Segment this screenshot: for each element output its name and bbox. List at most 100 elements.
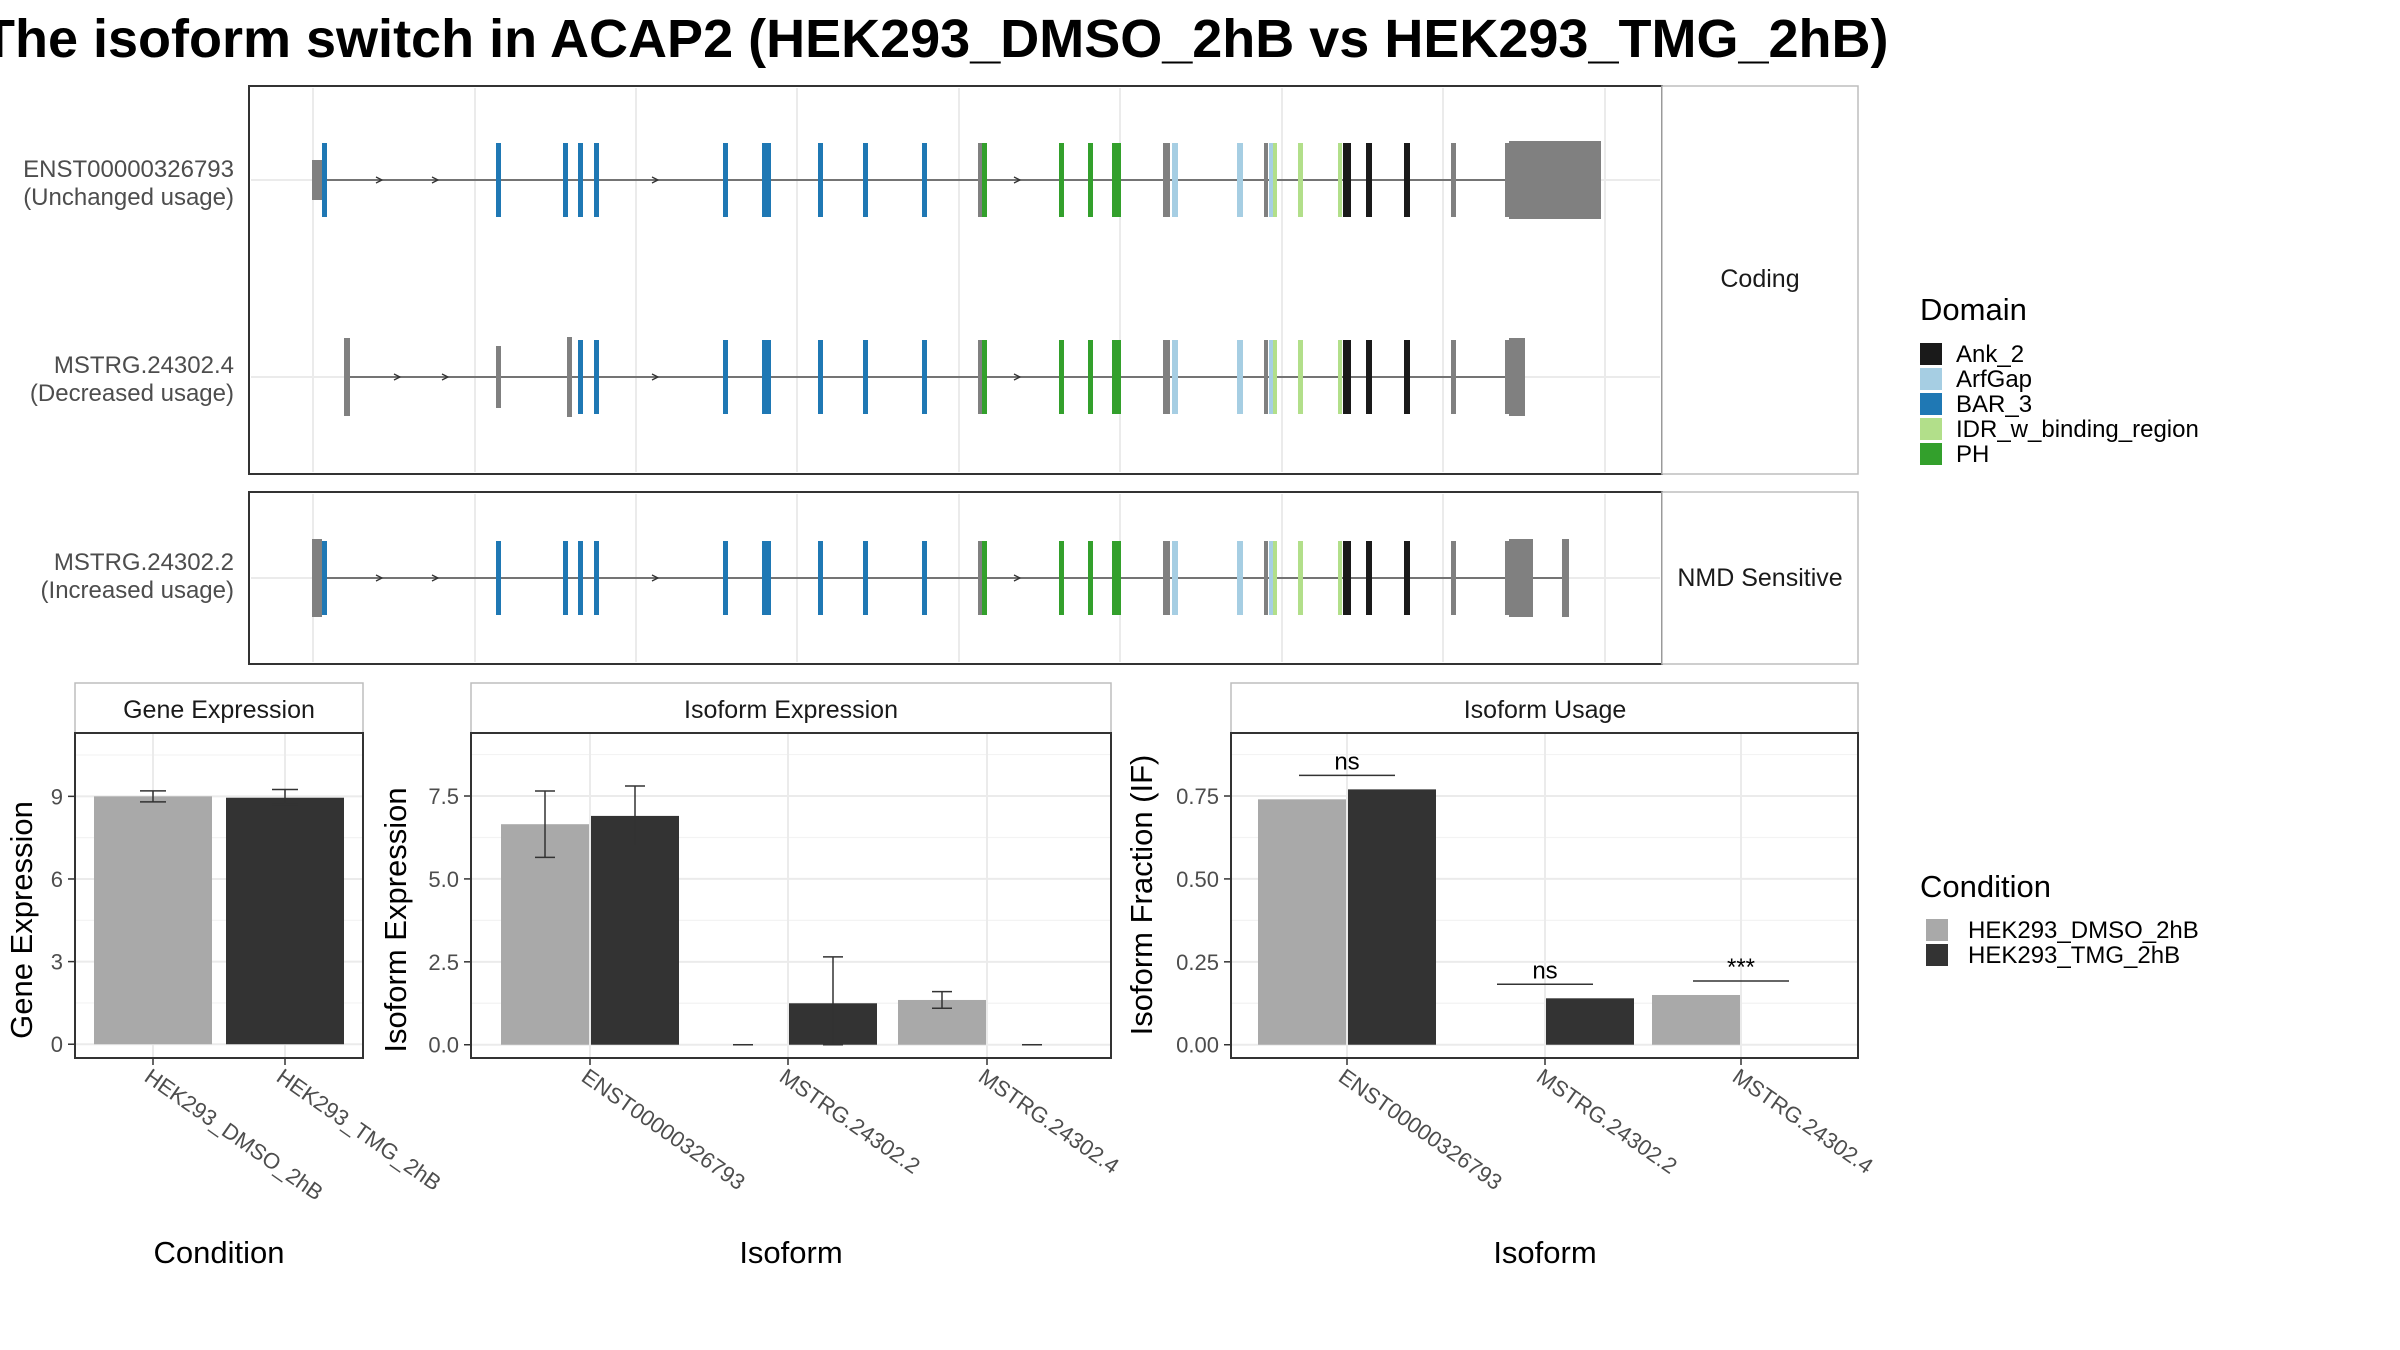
legend-label-ph: PH [1956, 441, 1989, 468]
domain-block-bar_3 [496, 143, 501, 217]
domain-block-bar_3 [563, 541, 568, 615]
strand-arrow [375, 574, 384, 582]
y-tick-label: 0.50 [1176, 867, 1219, 892]
exon-block [978, 541, 982, 615]
domain-block-ank_2 [1366, 143, 1372, 217]
strand-arrow [393, 373, 402, 381]
transcript-mstrg24302-4 [344, 337, 1525, 417]
domain-block-idr_w_binding_region [1273, 541, 1277, 615]
x-tick-label: MSTRG.24302.2 [775, 1064, 925, 1179]
domain-block-bar_3 [594, 541, 599, 615]
domain-block-bar_3 [863, 340, 868, 414]
error-bar [140, 790, 166, 803]
domain-block-idr_w_binding_region [1298, 541, 1303, 615]
domain-block-idr_w_binding_region [1273, 143, 1277, 217]
domain-block-bar_3 [922, 143, 927, 217]
y-tick-label: 9 [51, 784, 63, 809]
strand-arrow [1013, 373, 1022, 381]
legend-swatch-bar3 [1920, 393, 1942, 415]
transcript-mstrg24302-2 [312, 539, 1569, 617]
ylabel-gene-expression: Gene Expression [4, 801, 39, 1039]
domain-block-arfgap [1172, 541, 1178, 615]
isoform-usage-panel: Isoform Usage 0.00 0.25 0.50 0.75 ns ns *** ENS… [1176, 682, 1878, 1195]
strip-gene-expression [74, 682, 364, 734]
y-tick-label: 7.5 [428, 784, 459, 809]
isoform-label-mstrg24302-2: MSTRG.24302.2 [54, 549, 234, 576]
exon-block [1264, 143, 1268, 217]
error-bar [823, 956, 843, 1046]
domain-block-bar_3 [723, 340, 728, 414]
domain-block-arfgap [1269, 340, 1275, 414]
x-tick-label: ENST00000326793 [1334, 1064, 1507, 1195]
bar [591, 815, 679, 1045]
domain-legend: Ank_2 ArfGap BAR_3 IDR_w_binding_region … [1920, 341, 2199, 468]
bar [1652, 994, 1740, 1045]
domain-block-ph [1112, 541, 1121, 615]
y-tick-label: 3 [51, 950, 63, 975]
exon-block [1163, 340, 1170, 414]
y-tick-label: 2.5 [428, 950, 459, 975]
legend-label-ank2: Ank_2 [1956, 341, 2024, 368]
exon-block [1163, 541, 1170, 615]
exon-block [1451, 340, 1456, 414]
legend-label-dmso: HEK293_DMSO_2hB [1968, 917, 2199, 944]
y-tick-label: 0.25 [1176, 950, 1219, 975]
domain-block-bar_3 [594, 340, 599, 414]
xlabel-isoform-usage: Isoform [1493, 1235, 1596, 1270]
exon-block [312, 160, 322, 200]
domain-block-bar_3 [818, 143, 823, 217]
strand-arrow [651, 176, 660, 184]
domain-block-idr_w_binding_region [1298, 340, 1303, 414]
exon-block [1451, 143, 1456, 217]
domain-block-ph [1088, 340, 1093, 414]
domain-block-ank_2 [1343, 143, 1351, 217]
error-bar [625, 785, 645, 847]
exon-block [1505, 143, 1509, 217]
domain-block-bar_3 [723, 541, 728, 615]
strip-label-gene-expression: Gene Expression [123, 696, 315, 724]
domain-block-bar_3 [762, 143, 771, 217]
x-tick-label: ENST00000326793 [577, 1064, 750, 1195]
domain-block-ank_2 [1343, 541, 1351, 615]
exon-block [1264, 541, 1268, 615]
strip-label-coding: Coding [1720, 265, 1799, 293]
exon-block [1505, 340, 1509, 414]
strand-arrow [1013, 176, 1022, 184]
domain-block-bar_3 [922, 541, 927, 615]
structure-panel-coding [248, 85, 1663, 475]
condition-legend: HEK293_DMSO_2hB HEK293_TMG_2hB [1926, 917, 2199, 969]
bar [1546, 998, 1634, 1045]
legend-label-bar3: BAR_3 [1956, 391, 2032, 418]
strand-arrow [651, 574, 660, 582]
domain-block-ph [982, 143, 987, 217]
legend-label-tmg: HEK293_TMG_2hB [1968, 942, 2180, 969]
legend-label-idr: IDR_w_binding_region [1956, 416, 2199, 443]
error-bar [932, 990, 952, 1010]
panel-border [74, 732, 364, 1059]
strand-arrow [1013, 574, 1022, 582]
domain-block-bar_3 [818, 340, 823, 414]
error-bar [535, 790, 555, 859]
y-tick-label: 0.75 [1176, 784, 1219, 809]
strand-arrow [431, 176, 440, 184]
domain-block-idr_w_binding_region [1273, 340, 1277, 414]
figure-title: The isoform switch in ACAP2 (HEK293_DMSO… [0, 9, 1889, 69]
domain-block-arfgap [1269, 143, 1275, 217]
domain-block-bar_3 [578, 340, 583, 414]
domain-block-bar_3 [563, 143, 568, 217]
domain-block-bar_3 [922, 340, 927, 414]
domain-block-ph [982, 541, 987, 615]
domain-block-ph [1112, 143, 1121, 217]
exon-block [312, 539, 322, 617]
panel-border [470, 732, 1112, 1059]
domain-block-ph [1088, 143, 1093, 217]
xlabel-isoform-expression: Isoform [739, 1235, 842, 1270]
bar [94, 796, 212, 1045]
domain-block-bar_3 [863, 143, 868, 217]
bar [1258, 799, 1346, 1045]
y-tick-label: 0.0 [428, 1033, 459, 1058]
domain-block-bar_3 [578, 541, 583, 615]
domain-block-bar_3 [594, 143, 599, 217]
strip-label-isoform-usage: Isoform Usage [1464, 696, 1627, 724]
